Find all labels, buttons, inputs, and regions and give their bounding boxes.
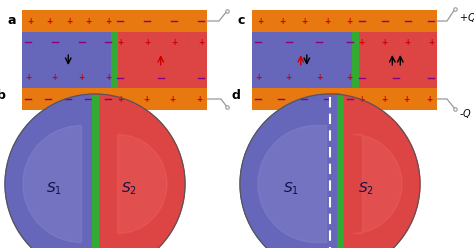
Text: +: + xyxy=(428,38,434,47)
Text: +: + xyxy=(403,94,410,103)
Text: +: + xyxy=(171,38,177,47)
Text: +: + xyxy=(105,17,111,26)
Text: +: + xyxy=(52,73,58,82)
Text: $S_1$: $S_1$ xyxy=(283,181,300,197)
Text: $S_2$: $S_2$ xyxy=(358,181,374,197)
Text: +$Q$: +$Q$ xyxy=(459,11,474,24)
Text: +: + xyxy=(426,94,432,103)
Text: +: + xyxy=(316,73,322,82)
Text: +: + xyxy=(301,17,308,26)
Polygon shape xyxy=(258,125,327,243)
Polygon shape xyxy=(23,125,82,243)
Text: +: + xyxy=(46,17,53,26)
Bar xyxy=(22,10,207,32)
Bar xyxy=(252,32,356,88)
Bar xyxy=(352,32,359,88)
Text: +: + xyxy=(118,38,124,47)
Bar xyxy=(115,32,207,88)
Text: +: + xyxy=(144,38,150,47)
Text: +: + xyxy=(257,17,263,26)
Polygon shape xyxy=(353,134,402,234)
Polygon shape xyxy=(240,94,340,248)
Text: +: + xyxy=(405,38,411,47)
Text: b: b xyxy=(0,89,6,102)
Text: a: a xyxy=(8,14,17,27)
Text: +: + xyxy=(25,73,31,82)
Bar xyxy=(22,32,115,88)
Text: +: + xyxy=(118,94,124,103)
Text: +: + xyxy=(86,17,92,26)
Text: +: + xyxy=(255,73,261,82)
Text: $S_2$: $S_2$ xyxy=(121,181,137,197)
Text: +: + xyxy=(105,73,111,82)
Text: +: + xyxy=(285,73,292,82)
Text: +: + xyxy=(382,38,388,47)
Polygon shape xyxy=(5,94,95,248)
Text: -$Q$: -$Q$ xyxy=(459,107,472,120)
Text: +: + xyxy=(66,17,73,26)
Text: +: + xyxy=(346,73,353,82)
Text: +: + xyxy=(170,94,176,103)
Text: +: + xyxy=(196,94,202,103)
Text: +: + xyxy=(198,38,204,47)
Bar xyxy=(252,10,437,32)
Text: +: + xyxy=(279,17,285,26)
Bar xyxy=(22,88,207,110)
Text: +: + xyxy=(324,17,330,26)
Text: +: + xyxy=(381,94,387,103)
Text: $S_1$: $S_1$ xyxy=(46,181,63,197)
Text: +: + xyxy=(79,73,85,82)
Text: d: d xyxy=(232,89,241,102)
Text: c: c xyxy=(238,14,246,27)
Text: +: + xyxy=(358,38,365,47)
Bar xyxy=(356,32,437,88)
Text: +: + xyxy=(144,94,150,103)
Text: +: + xyxy=(346,17,353,26)
Bar xyxy=(252,88,437,110)
Text: +: + xyxy=(358,94,365,103)
Bar xyxy=(111,32,118,88)
Polygon shape xyxy=(330,94,420,248)
Polygon shape xyxy=(95,94,185,248)
Polygon shape xyxy=(118,134,167,234)
Text: +: + xyxy=(27,17,33,26)
